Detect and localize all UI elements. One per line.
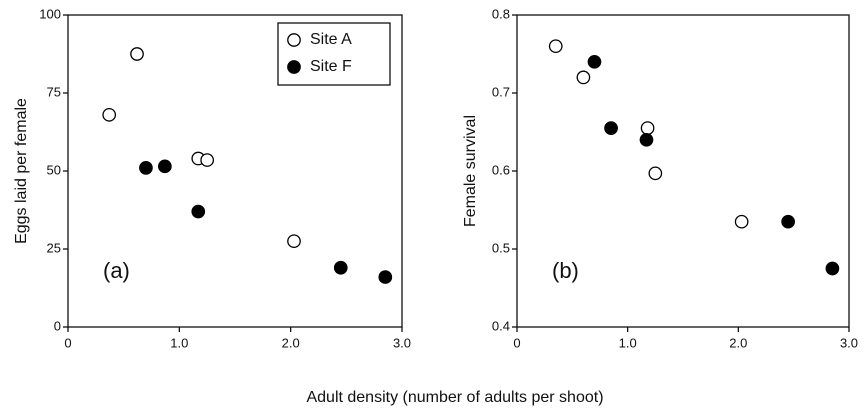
x-tick-label: 1.0	[619, 335, 637, 350]
x-tick-label: 2.0	[282, 335, 300, 350]
point	[102, 107, 117, 122]
point	[130, 47, 144, 61]
point	[191, 204, 206, 219]
legend-label: Site A	[310, 31, 352, 48]
legend-box	[277, 22, 391, 86]
point	[648, 166, 663, 181]
x-axis-label: Adult density (number of adults per shoo…	[306, 389, 603, 406]
legend-label: Site F	[310, 58, 352, 75]
point	[378, 270, 393, 284]
legend-marker	[287, 33, 301, 47]
y-tick-label: 0	[54, 318, 61, 333]
point	[576, 70, 591, 85]
x-tick-label: 0	[64, 335, 71, 350]
panel-label: (a)	[103, 258, 130, 283]
x-tick-label: 3.0	[840, 335, 858, 350]
point	[639, 132, 654, 147]
x-tick-label: 1.0	[170, 335, 188, 350]
y-tick-label: 0.5	[492, 240, 510, 255]
point	[139, 161, 153, 175]
point	[333, 260, 348, 275]
y-axis-label: Female survival	[462, 115, 479, 227]
y-tick-label: 75	[47, 84, 61, 99]
y-tick-label: 50	[47, 162, 61, 177]
x-tick-label: 3.0	[393, 335, 411, 350]
y-axis-label: Eggs laid per female	[13, 98, 30, 244]
point	[781, 214, 795, 229]
point	[640, 121, 655, 135]
point	[548, 39, 563, 54]
point	[604, 121, 618, 135]
point	[734, 214, 749, 229]
y-tick-label: 25	[47, 240, 61, 255]
panel-label: (b)	[552, 258, 579, 283]
y-tick-label: 0.4	[492, 318, 510, 333]
x-tick-label: 2.0	[729, 335, 747, 350]
point	[158, 159, 172, 174]
point	[287, 234, 301, 249]
y-tick-label: 100	[39, 6, 61, 21]
x-tick-label: 0	[513, 335, 520, 350]
point	[200, 153, 215, 167]
y-tick-label: 0.6	[492, 162, 510, 177]
point	[825, 261, 840, 276]
point	[587, 54, 602, 69]
y-tick-label: 0.7	[492, 84, 510, 99]
legend-marker	[287, 60, 301, 74]
y-tick-label: 0.8	[492, 6, 510, 21]
